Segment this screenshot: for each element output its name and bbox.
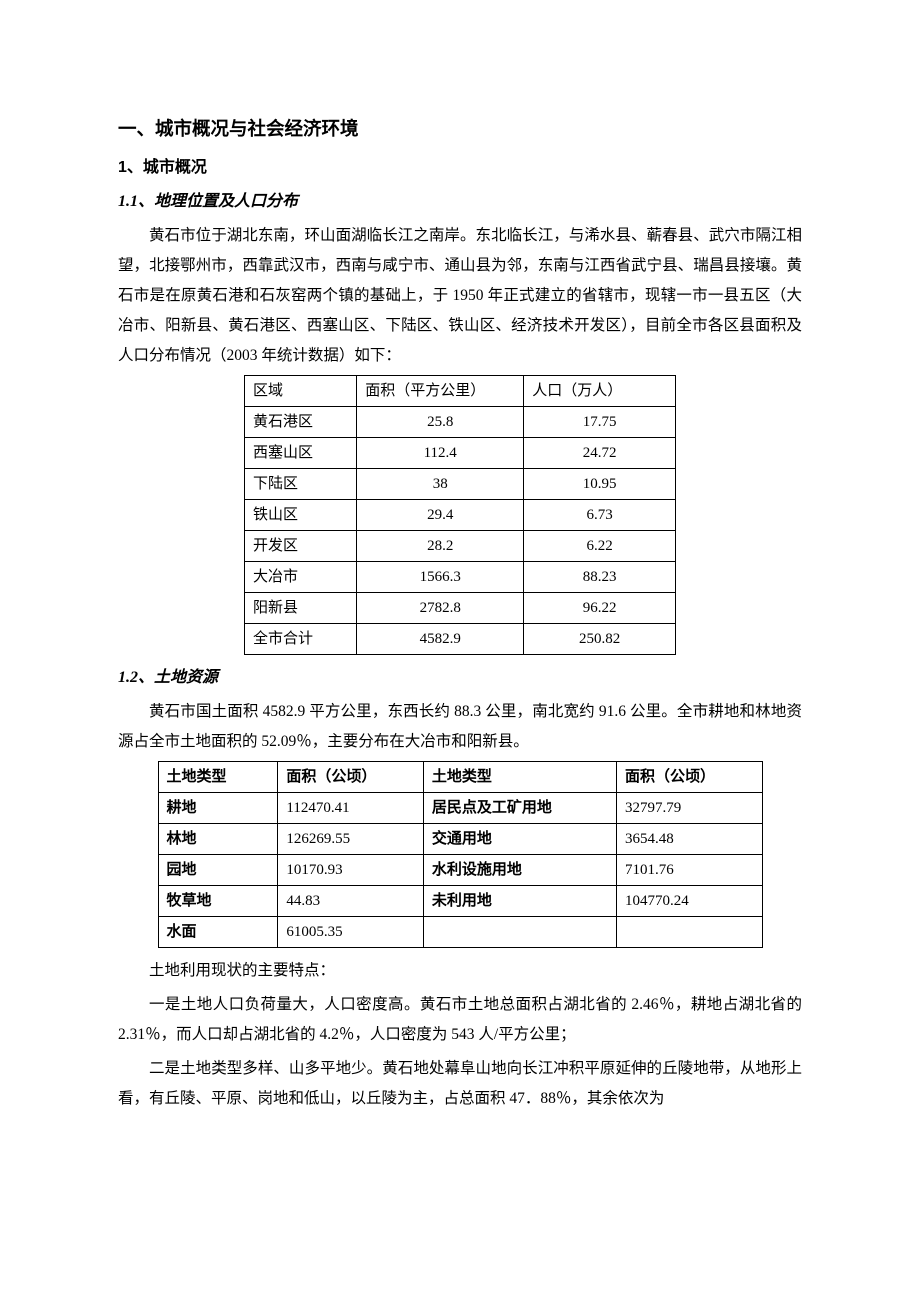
paragraph-land-feature-1: 一是土地人口负荷量大，人口密度高。黄石市土地总面积占湖北省的 2.46％，耕地占…: [118, 990, 802, 1050]
table-cell: 29.4: [357, 500, 524, 531]
table-header-area: 面积（平方公里）: [357, 376, 524, 407]
table-row: 耕地 112470.41 居民点及工矿用地 32797.79: [158, 793, 762, 824]
page: 一、城市概况与社会经济环境 1、城市概况 1.1、地理位置及人口分布 黄石市位于…: [0, 0, 920, 1302]
table-cell: 6.22: [524, 531, 676, 562]
table-row: 林地 126269.55 交通用地 3654.48: [158, 824, 762, 855]
table-row: 阳新县 2782.8 96.22: [245, 593, 676, 624]
table-cell: 44.83: [278, 886, 423, 917]
table-header-population: 人口（万人）: [524, 376, 676, 407]
table-cell: 林地: [158, 824, 278, 855]
table-header-landtype: 土地类型: [158, 762, 278, 793]
table-cell: 7101.76: [617, 855, 762, 886]
table-cell: 西塞山区: [245, 438, 357, 469]
table-cell: 4582.9: [357, 624, 524, 655]
table-header-landtype2: 土地类型: [423, 762, 616, 793]
table-cell: 250.82: [524, 624, 676, 655]
table-row: 水面 61005.35: [158, 917, 762, 948]
paragraph-land-1: 黄石市国土面积 4582.9 平方公里，东西长约 88.3 公里，南北宽约 91…: [118, 697, 802, 757]
table-cell: 3654.48: [617, 824, 762, 855]
table-cell: 铁山区: [245, 500, 357, 531]
table-row: 西塞山区 112.4 24.72: [245, 438, 676, 469]
table-header-area-ha2: 面积（公顷）: [617, 762, 762, 793]
table-cell: 10.95: [524, 469, 676, 500]
heading-2-city-overview: 1、城市概况: [118, 153, 802, 177]
table-cell: 水面: [158, 917, 278, 948]
table-cell: 1566.3: [357, 562, 524, 593]
table-row: 大冶市 1566.3 88.23: [245, 562, 676, 593]
table-cell: 10170.93: [278, 855, 423, 886]
table-cell: 96.22: [524, 593, 676, 624]
table-cell: 居民点及工矿用地: [423, 793, 616, 824]
table-cell: 104770.24: [617, 886, 762, 917]
table-row: 下陆区 38 10.95: [245, 469, 676, 500]
table-cell: 大冶市: [245, 562, 357, 593]
heading-1: 一、城市概况与社会经济环境: [118, 115, 802, 141]
table-row: 土地类型 面积（公顷） 土地类型 面积（公顷）: [158, 762, 762, 793]
table-cell: 交通用地: [423, 824, 616, 855]
table-land-wrap: 土地类型 面积（公顷） 土地类型 面积（公顷） 耕地 112470.41 居民点…: [118, 761, 802, 948]
table-cell: 牧草地: [158, 886, 278, 917]
table-row: 园地 10170.93 水利设施用地 7101.76: [158, 855, 762, 886]
paragraph-location: 黄石市位于湖北东南，环山面湖临长江之南岸。东北临长江，与浠水县、蕲春县、武穴市隔…: [118, 221, 802, 371]
table-districts: 区域 面积（平方公里） 人口（万人） 黄石港区 25.8 17.75 西塞山区 …: [244, 375, 676, 655]
table-land: 土地类型 面积（公顷） 土地类型 面积（公顷） 耕地 112470.41 居民点…: [158, 761, 763, 948]
table-districts-wrap: 区域 面积（平方公里） 人口（万人） 黄石港区 25.8 17.75 西塞山区 …: [118, 375, 802, 655]
table-cell: 未利用地: [423, 886, 616, 917]
heading-3-location: 1.1、地理位置及人口分布: [118, 187, 802, 211]
table-cell: 开发区: [245, 531, 357, 562]
table-row: 区域 面积（平方公里） 人口（万人）: [245, 376, 676, 407]
table-cell: 全市合计: [245, 624, 357, 655]
table-cell: 2782.8: [357, 593, 524, 624]
table-cell: 25.8: [357, 407, 524, 438]
heading-3-land: 1.2、土地资源: [118, 663, 802, 687]
table-cell: 28.2: [357, 531, 524, 562]
table-row: 牧草地 44.83 未利用地 104770.24: [158, 886, 762, 917]
table-row: 黄石港区 25.8 17.75: [245, 407, 676, 438]
table-cell: 32797.79: [617, 793, 762, 824]
table-cell: 6.73: [524, 500, 676, 531]
paragraph-land-features: 土地利用现状的主要特点：: [118, 956, 802, 986]
table-row: 开发区 28.2 6.22: [245, 531, 676, 562]
table-cell: 38: [357, 469, 524, 500]
table-header-region: 区域: [245, 376, 357, 407]
table-cell: 园地: [158, 855, 278, 886]
table-header-area-ha: 面积（公顷）: [278, 762, 423, 793]
table-cell: 112470.41: [278, 793, 423, 824]
table-cell: 112.4: [357, 438, 524, 469]
paragraph-land-feature-2: 二是土地类型多样、山多平地少。黄石地处幕阜山地向长江冲积平原延伸的丘陵地带，从地…: [118, 1054, 802, 1114]
table-cell: 24.72: [524, 438, 676, 469]
table-row: 全市合计 4582.9 250.82: [245, 624, 676, 655]
table-cell: 黄石港区: [245, 407, 357, 438]
table-cell: 阳新县: [245, 593, 357, 624]
table-row: 铁山区 29.4 6.73: [245, 500, 676, 531]
table-cell: 水利设施用地: [423, 855, 616, 886]
table-cell: 88.23: [524, 562, 676, 593]
table-cell: 17.75: [524, 407, 676, 438]
table-cell: 61005.35: [278, 917, 423, 948]
table-cell: [617, 917, 762, 948]
table-cell: 下陆区: [245, 469, 357, 500]
table-cell: 耕地: [158, 793, 278, 824]
table-cell: [423, 917, 616, 948]
table-cell: 126269.55: [278, 824, 423, 855]
